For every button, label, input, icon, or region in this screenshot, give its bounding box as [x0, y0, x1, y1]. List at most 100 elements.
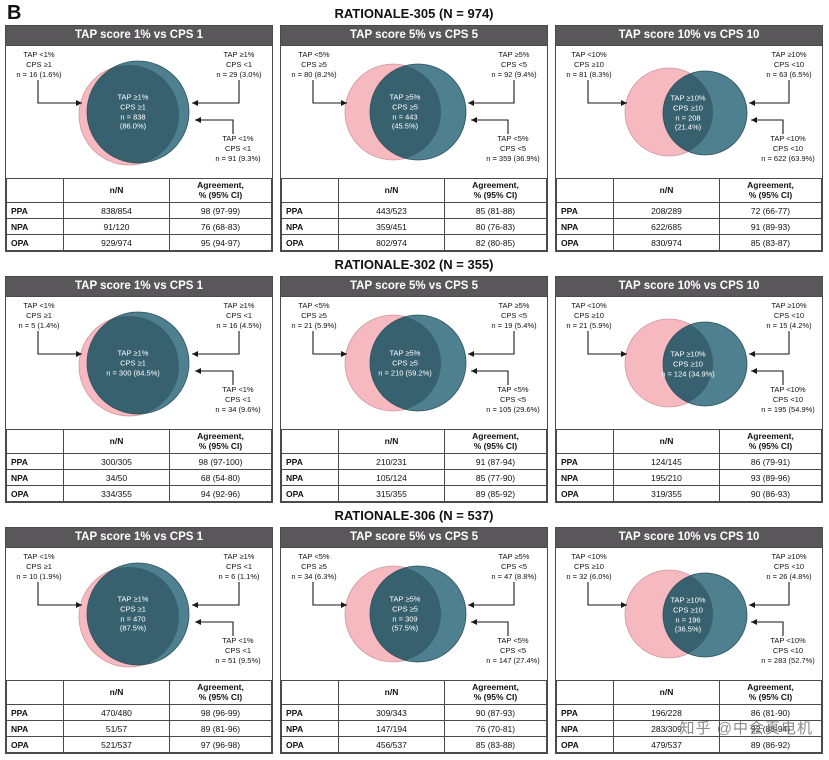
pointer-arrow — [192, 80, 240, 106]
table-corner-cell — [6, 680, 64, 705]
tap-circle-outline — [86, 60, 190, 164]
study-title: RATIONALE-305 (N = 974) — [334, 6, 494, 21]
venn-label-bottom-right: TAP <10% CPS <10 n = 195 (54.9%) — [761, 385, 815, 414]
pointer-arrow — [749, 582, 790, 608]
agreement-table: n/N Agreement, % (95% CI) PPA 124/145 86 (79… — [556, 429, 822, 502]
agreement-value: 80 (76-83) — [444, 218, 547, 235]
panel-header: TAP score 1% vs CPS 1 — [6, 277, 272, 297]
venn-label-overlap: TAP ≥1% CPS ≥1 n = 470 (87.5%) — [117, 594, 149, 633]
pointer-arrow — [749, 80, 790, 106]
n-over-N-value: 838/854 — [63, 202, 170, 219]
table-row: NPA 359/451 80 (76-83) — [281, 218, 547, 235]
tap-circle-outline — [369, 63, 467, 161]
row-label: PPA — [556, 704, 614, 721]
overlap-region — [87, 567, 179, 665]
table-row: PPA 838/854 98 (97-99) — [6, 202, 272, 219]
panel-header: TAP score 1% vs CPS 1 — [6, 26, 272, 46]
studies-container: RATIONALE-305 (N = 974) TAP score 1% vs C… — [5, 5, 823, 759]
overlap-region — [87, 65, 179, 163]
pointer-arrow — [468, 582, 515, 608]
column-header-agreement: Agreement, % (95% CI) — [719, 429, 822, 454]
n-over-N-value: 359/451 — [338, 218, 445, 235]
agreement-value: 94 (92-96) — [169, 485, 272, 502]
venn-label-overlap: TAP ≥5% CPS ≥5 n = 443 (45.5%) — [389, 92, 421, 131]
row-label: OPA — [281, 234, 339, 251]
n-over-N-value: 622/685 — [613, 218, 720, 235]
table-header-row: n/N Agreement, % (95% CI) — [281, 680, 547, 705]
table-row: OPA 334/355 94 (92-96) — [6, 485, 272, 502]
comparison-panel: TAP score 5% vs CPS 5 TAP <5% CPS ≥5 n = … — [280, 25, 548, 252]
table-row: NPA 34/50 68 (54-80) — [6, 469, 272, 486]
column-header-agreement: Agreement, % (95% CI) — [719, 178, 822, 203]
agreement-value: 82 (80-85) — [444, 234, 547, 251]
venn-label-top-right: TAP ≥1% CPS <1 n = 6 (1.1%) — [218, 552, 260, 581]
agreement-value: 95 (94-97) — [169, 234, 272, 251]
n-over-N-value: 147/194 — [338, 720, 445, 737]
venn-diagram: TAP <1% CPS ≥1 n = 5 (1.4%) TAP ≥1% CPS <… — [6, 297, 272, 429]
n-over-N-value: 334/355 — [63, 485, 170, 502]
table-row: NPA 91/120 76 (68-83) — [6, 218, 272, 235]
pointer-arrow — [468, 331, 515, 357]
table-row: PPA 443/523 85 (81-88) — [281, 202, 547, 219]
study-section: RATIONALE-302 (N = 355) TAP score 1% vs C… — [5, 257, 823, 503]
row-label: NPA — [6, 469, 64, 486]
study-title: RATIONALE-306 (N = 537) — [334, 508, 494, 523]
row-label: NPA — [556, 469, 614, 486]
venn-diagram: TAP <10% CPS ≥10 n = 81 (8.3%) TAP ≥10% C… — [556, 46, 822, 178]
venn-label-top-right: TAP ≥10% CPS <10 n = 26 (4.8%) — [766, 552, 812, 581]
agreement-table: n/N Agreement, % (95% CI) PPA 208/289 72 (66… — [556, 178, 822, 251]
pointer-arrow — [192, 582, 240, 608]
panel-header: TAP score 5% vs CPS 5 — [281, 277, 547, 297]
n-over-N-value: 802/974 — [338, 234, 445, 251]
venn-label-overlap: TAP ≥5% CPS ≥5 n = 210 (59.2%) — [378, 348, 432, 377]
agreement-value: 89 (81-96) — [169, 720, 272, 737]
column-header-nN: n/N — [613, 429, 720, 454]
n-over-N-value: 300/305 — [63, 453, 170, 470]
comparison-panel: TAP score 10% vs CPS 10 TAP <10% CPS ≥10 … — [555, 527, 823, 754]
overlap-region — [663, 573, 713, 657]
overlap-region — [370, 315, 441, 411]
agreement-value: 86 (79-91) — [719, 453, 822, 470]
comparison-panel: TAP score 1% vs CPS 1 TAP <1% CPS ≥1 n = … — [5, 25, 273, 252]
agreement-value: 85 (83-87) — [719, 234, 822, 251]
panel-header: TAP score 10% vs CPS 10 — [556, 528, 822, 548]
venn-diagram: TAP <5% CPS ≥5 n = 34 (6.3%) TAP ≥5% CPS … — [281, 548, 547, 680]
table-header-row: n/N Agreement, % (95% CI) — [556, 429, 822, 454]
row-label: PPA — [556, 453, 614, 470]
venn-label-overlap: TAP ≥5% CPS ≥5 n = 309 (57.5%) — [389, 594, 421, 633]
pointer-arrow — [751, 117, 784, 134]
n-over-N-value: 470/480 — [63, 704, 170, 721]
venn-label-top-right: TAP ≥5% CPS <5 n = 19 (5.4%) — [491, 301, 537, 330]
table-corner-cell — [556, 429, 614, 454]
pointer-arrow — [192, 331, 240, 357]
venn-label-bottom-right: TAP <5% CPS <5 n = 105 (29.6%) — [486, 385, 540, 414]
agreement-value: 98 (96-99) — [169, 704, 272, 721]
table-row: NPA 622/685 91 (89-93) — [556, 218, 822, 235]
pointer-arrow — [195, 368, 234, 385]
n-over-N-value: 929/974 — [63, 234, 170, 251]
n-over-N-value: 443/523 — [338, 202, 445, 219]
comparison-panel: TAP score 1% vs CPS 1 TAP <1% CPS ≥1 n = … — [5, 276, 273, 503]
agreement-table: n/N Agreement, % (95% CI) PPA 470/480 98 (96… — [6, 680, 272, 753]
row-label: PPA — [556, 202, 614, 219]
pointer-arrow — [471, 368, 509, 385]
table-row: OPA 929/974 95 (94-97) — [6, 234, 272, 251]
agreement-table: n/N Agreement, % (95% CI) PPA 443/523 85 (81… — [281, 178, 547, 251]
table-row: OPA 456/537 85 (83-88) — [281, 736, 547, 753]
table-header-row: n/N Agreement, % (95% CI) — [6, 680, 272, 705]
venn-label-top-right: TAP ≥5% CPS <5 n = 92 (9.4%) — [491, 50, 537, 79]
venn-label-top-right: TAP ≥1% CPS <1 n = 16 (4.5%) — [216, 301, 262, 330]
column-header-agreement: Agreement, % (95% CI) — [169, 429, 272, 454]
agreement-value: 85 (77-90) — [444, 469, 547, 486]
n-over-N-value: 830/974 — [613, 234, 720, 251]
comparison-panel: TAP score 10% vs CPS 10 TAP <10% CPS ≥10 … — [555, 25, 823, 252]
row-label: NPA — [281, 469, 339, 486]
venn-diagram: TAP <5% CPS ≥5 n = 80 (8.2%) TAP ≥5% CPS … — [281, 46, 547, 178]
venn-svg — [37, 60, 240, 166]
n-over-N-value: 105/124 — [338, 469, 445, 486]
n-over-N-value: 479/537 — [613, 736, 720, 753]
agreement-value: 91 (87-94) — [444, 453, 547, 470]
venn-label-top-left: TAP <1% CPS ≥1 n = 10 (1.9%) — [16, 552, 62, 581]
venn-svg — [312, 63, 515, 161]
